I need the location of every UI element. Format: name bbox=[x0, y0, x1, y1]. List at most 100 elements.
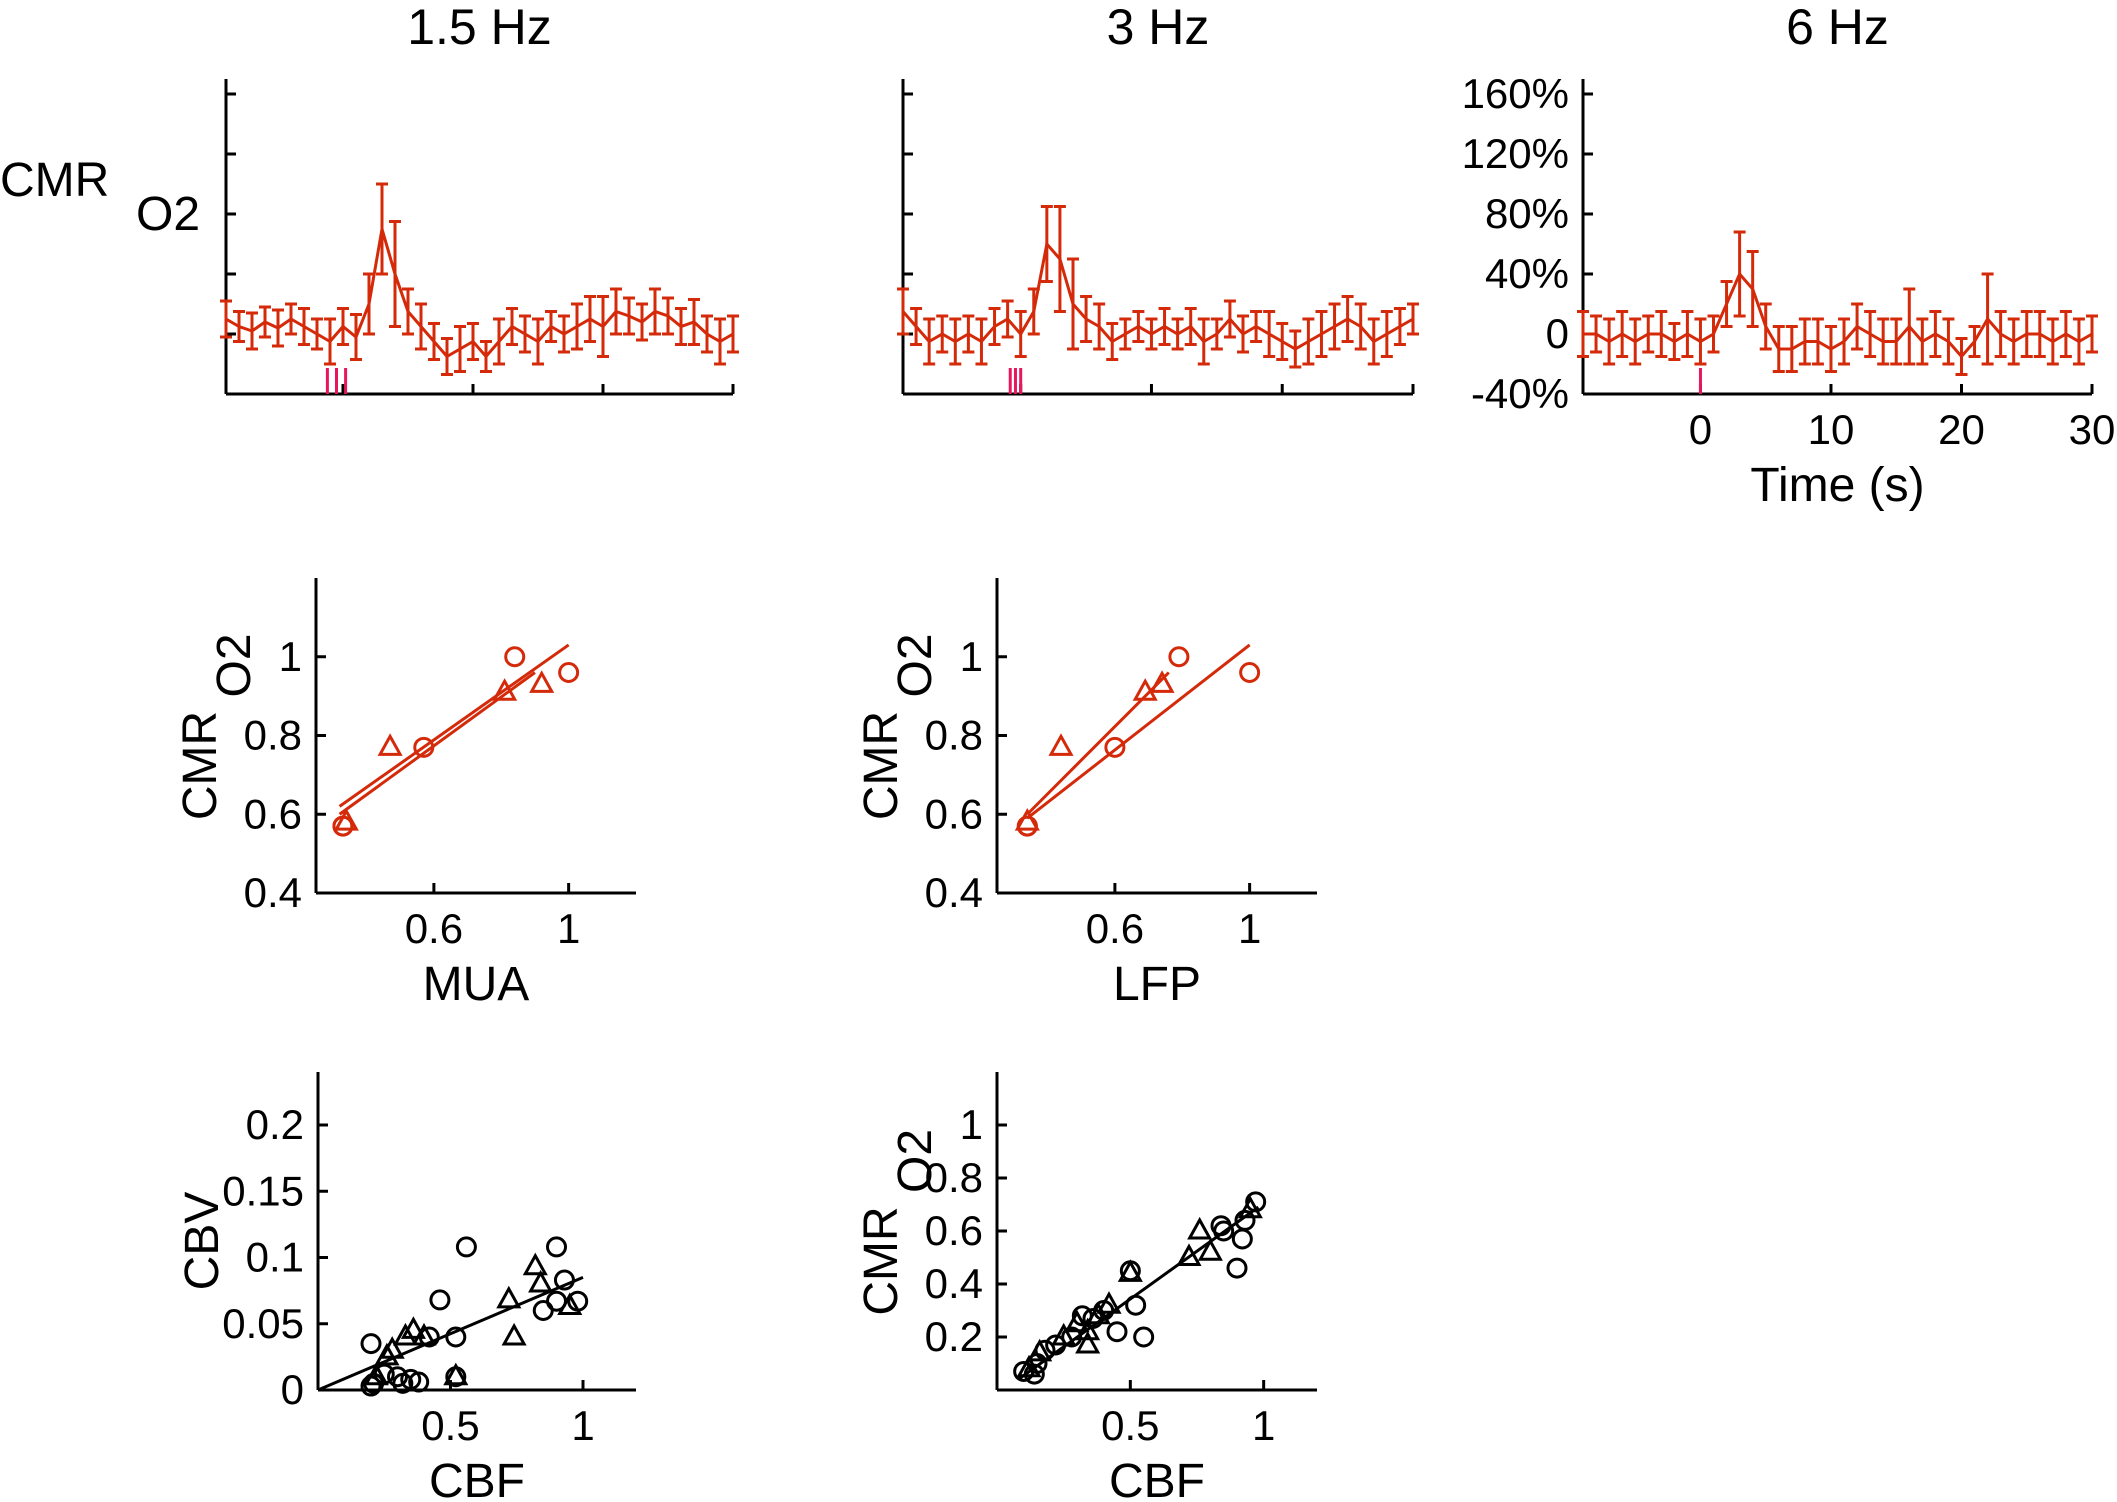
panel-title: 1.5 Hz bbox=[407, 0, 552, 55]
triangle-marker bbox=[1149, 670, 1175, 693]
circle-marker bbox=[455, 1236, 477, 1258]
panel-title: 3 Hz bbox=[1107, 0, 1210, 55]
triangle-marker bbox=[411, 1322, 437, 1346]
y-tick-label: 0.4 bbox=[244, 869, 302, 916]
circle-marker bbox=[413, 736, 435, 758]
fit-line bbox=[338, 643, 570, 808]
x-tick-label: 0 bbox=[1689, 406, 1712, 453]
x-axis-label: MUA bbox=[423, 958, 530, 1011]
circle-marker bbox=[553, 1269, 575, 1291]
triangle-marker bbox=[1132, 678, 1158, 701]
circle-marker bbox=[1104, 736, 1126, 758]
scatter-cmro2-cbf: 0.2 0.4 0.6 0.8 1 0.5 1 CBF CMR O2 bbox=[855, 1072, 1317, 1502]
fit-line bbox=[1026, 671, 1170, 816]
triangle-marker bbox=[557, 1292, 583, 1316]
triangle-marker bbox=[1048, 733, 1074, 756]
triangle-marker bbox=[1187, 1216, 1213, 1240]
circle-marker bbox=[1213, 1220, 1235, 1242]
triangle-marker bbox=[1016, 1354, 1042, 1378]
y-tick-label: 0 bbox=[281, 1366, 304, 1413]
x-axis-label: CBF bbox=[1109, 1455, 1205, 1502]
y-axis-label: CMR bbox=[855, 1206, 908, 1315]
x-tick-label: 30 bbox=[2069, 406, 2116, 453]
circle-marker bbox=[1106, 1321, 1128, 1343]
y-axis-label: CBV bbox=[176, 1192, 229, 1291]
triangle-marker bbox=[1117, 1259, 1143, 1282]
y-tick-label: 0.15 bbox=[222, 1167, 304, 1214]
x-tick-label: 0.6 bbox=[1086, 905, 1144, 952]
y-tick-label: 0.6 bbox=[925, 1207, 983, 1254]
x-axis-label: LFP bbox=[1113, 958, 1201, 1011]
triangle-marker bbox=[377, 733, 403, 756]
circle-marker bbox=[1133, 1326, 1155, 1348]
circle-marker bbox=[1125, 1294, 1147, 1316]
y-tick-label: 120% bbox=[1462, 130, 1569, 177]
circle-marker bbox=[1239, 662, 1261, 683]
circle-marker bbox=[445, 1326, 467, 1348]
y-tick-label: 0.05 bbox=[222, 1300, 304, 1347]
fit-line bbox=[1026, 643, 1251, 820]
panel-title: 6 Hz bbox=[1786, 0, 1889, 55]
x-tick-label: 0.5 bbox=[421, 1402, 479, 1449]
triangle-marker bbox=[392, 1322, 418, 1346]
fit-line bbox=[338, 671, 536, 816]
scatter-mua: 0.4 0.6 0.8 1 0.6 1 MUA CMR O2 bbox=[174, 578, 636, 1011]
y-tick-label: 0.6 bbox=[244, 790, 302, 837]
triangle-marker bbox=[1176, 1243, 1202, 1266]
fit-line bbox=[317, 1275, 584, 1392]
triangle-marker bbox=[1051, 1322, 1077, 1346]
y-tick-label: 0.2 bbox=[246, 1101, 304, 1148]
circle-marker bbox=[1168, 646, 1190, 668]
y-tick-label: -40% bbox=[1471, 370, 1569, 417]
triangle-marker bbox=[400, 1316, 426, 1339]
x-tick-label: 20 bbox=[1938, 406, 1985, 453]
y-axis-label-subscript: O2 bbox=[136, 188, 200, 241]
circle-marker bbox=[504, 646, 526, 668]
scatter-lfp: 0.4 0.6 0.8 1 0.6 1 LFP CMR O2 bbox=[855, 578, 1317, 1011]
y-axis-label-group: CMR O2 bbox=[174, 633, 261, 820]
triangle-marker bbox=[1027, 1338, 1053, 1362]
triangle-marker bbox=[443, 1362, 469, 1386]
triangle-marker bbox=[1197, 1238, 1223, 1261]
y-tick-label: 0 bbox=[1546, 310, 1569, 357]
series-line bbox=[1583, 271, 2093, 359]
scatter-cbv-cbf: 0 0.05 0.1 0.15 0.2 0.5 1 CBF CBV bbox=[176, 1072, 636, 1502]
y-tick-label: 160% bbox=[1462, 70, 1569, 117]
y-tick-label: 0.1 bbox=[246, 1234, 304, 1281]
timecourse-6hz: -40% 0 40% 80% 120% 160% 0 10 20 30 6 Hz Time (s) bbox=[1462, 0, 2116, 512]
y-tick-label: 40% bbox=[1485, 250, 1569, 297]
circle-marker bbox=[1231, 1228, 1253, 1250]
x-tick-label: 10 bbox=[1808, 406, 1855, 453]
y-tick-label: 0.8 bbox=[244, 712, 302, 759]
triangle-marker bbox=[379, 1336, 405, 1359]
y-tick-label: 1 bbox=[960, 1101, 983, 1148]
y-axis-label: CMR bbox=[0, 154, 109, 207]
x-tick-label: 0.6 bbox=[405, 905, 463, 952]
series-line bbox=[901, 240, 1414, 351]
x-axis-label: CBF bbox=[429, 1455, 525, 1502]
y-axis-label-group: CBV bbox=[176, 1192, 229, 1291]
y-tick-label: 0.4 bbox=[925, 869, 983, 916]
x-tick-label: 1 bbox=[571, 1402, 594, 1449]
y-tick-label: 0.4 bbox=[925, 1260, 983, 1307]
y-axis-label: CMR bbox=[174, 711, 227, 820]
fit-line bbox=[1017, 1205, 1260, 1381]
triangle-marker bbox=[1237, 1195, 1263, 1219]
triangle-marker bbox=[1075, 1330, 1101, 1354]
circle-marker bbox=[408, 1371, 430, 1393]
x-axis-label: Time (s) bbox=[1750, 459, 1924, 512]
x-tick-label: 0.5 bbox=[1101, 1402, 1159, 1449]
y-axis-label: CMR bbox=[855, 711, 908, 820]
triangle-marker bbox=[1075, 1317, 1101, 1341]
triangle-marker bbox=[1014, 808, 1040, 831]
y-tick-label: 1 bbox=[279, 633, 302, 680]
y-tick-label: 80% bbox=[1485, 190, 1569, 237]
y-tick-label: 0.2 bbox=[925, 1313, 983, 1360]
circle-marker bbox=[1226, 1257, 1248, 1279]
triangle-marker bbox=[1064, 1309, 1090, 1333]
x-tick-label: 1 bbox=[1238, 905, 1261, 952]
y-tick-label: 0.6 bbox=[925, 790, 983, 837]
y-tick-label: 0.8 bbox=[925, 1154, 983, 1201]
y-axis-label-subscript: O2 bbox=[208, 633, 261, 697]
timecourse-1p5hz: 1.5 Hz CMR O2 bbox=[0, 0, 739, 396]
